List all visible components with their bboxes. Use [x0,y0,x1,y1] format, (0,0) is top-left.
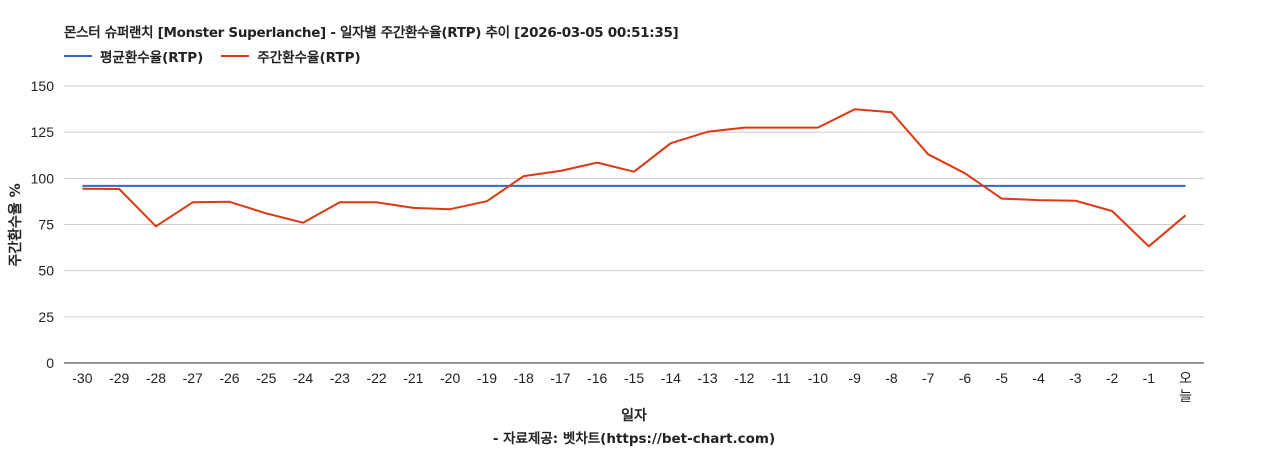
x-tick-label: -8 [885,370,898,386]
x-tick-label: -17 [550,370,570,386]
x-tick-label: -29 [109,370,129,386]
chart-title: 몬스터 슈퍼랜치 [Monster Superlanche] - 일자별 주간환… [64,25,679,41]
x-tick-label: -27 [183,370,203,386]
gridlines [64,85,1204,364]
x-tick-label: -26 [219,370,239,386]
x-tick-label: -1 [1143,370,1156,386]
x-tick-label: -23 [330,370,350,386]
y-tick-label: 75 [38,217,54,233]
y-axis-title: 주간환수율 % [7,183,24,266]
y-tick-label: 0 [46,355,54,371]
x-tick-label: -3 [1069,370,1082,386]
x-tick-label: -30 [72,370,92,386]
x-tick-label: 늘 [1179,388,1192,404]
x-tick-label: -24 [293,370,313,386]
y-tick-label: 25 [38,309,54,325]
x-tick-label: -14 [661,370,681,386]
x-axis-ticks: -30 -29 -28 -27 -26 -25 -24 -23 -22 -21 -20 -19 -18-… [72,370,1192,404]
data-source-credit: - 자료제공: 벳차트(https://bet-chart.com) [0,427,1268,447]
y-tick-label: 50 [38,263,54,279]
x-tick-label: -25 [256,370,276,386]
weekly-rtp-line[interactable] [82,108,1187,248]
series-lines [82,108,1187,248]
x-axis-title: 일자 [621,408,647,424]
x-tick-label: -10 [808,370,828,386]
x-tick-label: -28 [146,370,166,386]
legend-item-weekly-rtp[interactable]: 주간환수율(RTP) [221,46,361,66]
x-tick-label: -16 [587,370,607,386]
x-tick-label: -19 [477,370,497,386]
x-tick-label: -20 [440,370,460,386]
x-tick-label: -4 [1032,370,1045,386]
legend-swatch-weekly [221,55,250,57]
x-tick-label: -7 [922,370,935,386]
legend: 평균환수율(RTP) 주간환수율(RTP) [64,46,379,66]
x-tick-label: -15 [624,370,644,386]
legend-swatch-average [64,55,92,57]
legend-item-average-rtp[interactable]: 평균환수율(RTP) [64,46,203,66]
source-text: - 자료제공: 벳차트(https://bet-chart.com) [492,431,776,447]
x-tick-label: -6 [959,370,972,386]
y-tick-label: 150 [31,78,55,94]
x-tick-label: 오 [1179,370,1192,386]
y-tick-label: 100 [31,170,55,186]
x-tick-label: -12 [734,370,754,386]
x-tick-label: -18 [514,370,534,386]
y-tick-label: 125 [31,124,55,140]
x-tick-label: -2 [1106,370,1119,386]
x-tick-label: -13 [697,370,717,386]
x-tick-label: -22 [366,370,386,386]
x-tick-label: -11 [771,370,790,386]
x-tick-label: -5 [996,370,1009,386]
x-tick-label: -21 [403,370,423,386]
legend-label-weekly: 주간환수율(RTP) [257,50,361,66]
x-tick-label: -9 [848,370,861,386]
legend-label-average: 평균환수율(RTP) [100,50,204,66]
y-axis-ticks: 0 25 50 75 100 125 150 [31,78,55,371]
